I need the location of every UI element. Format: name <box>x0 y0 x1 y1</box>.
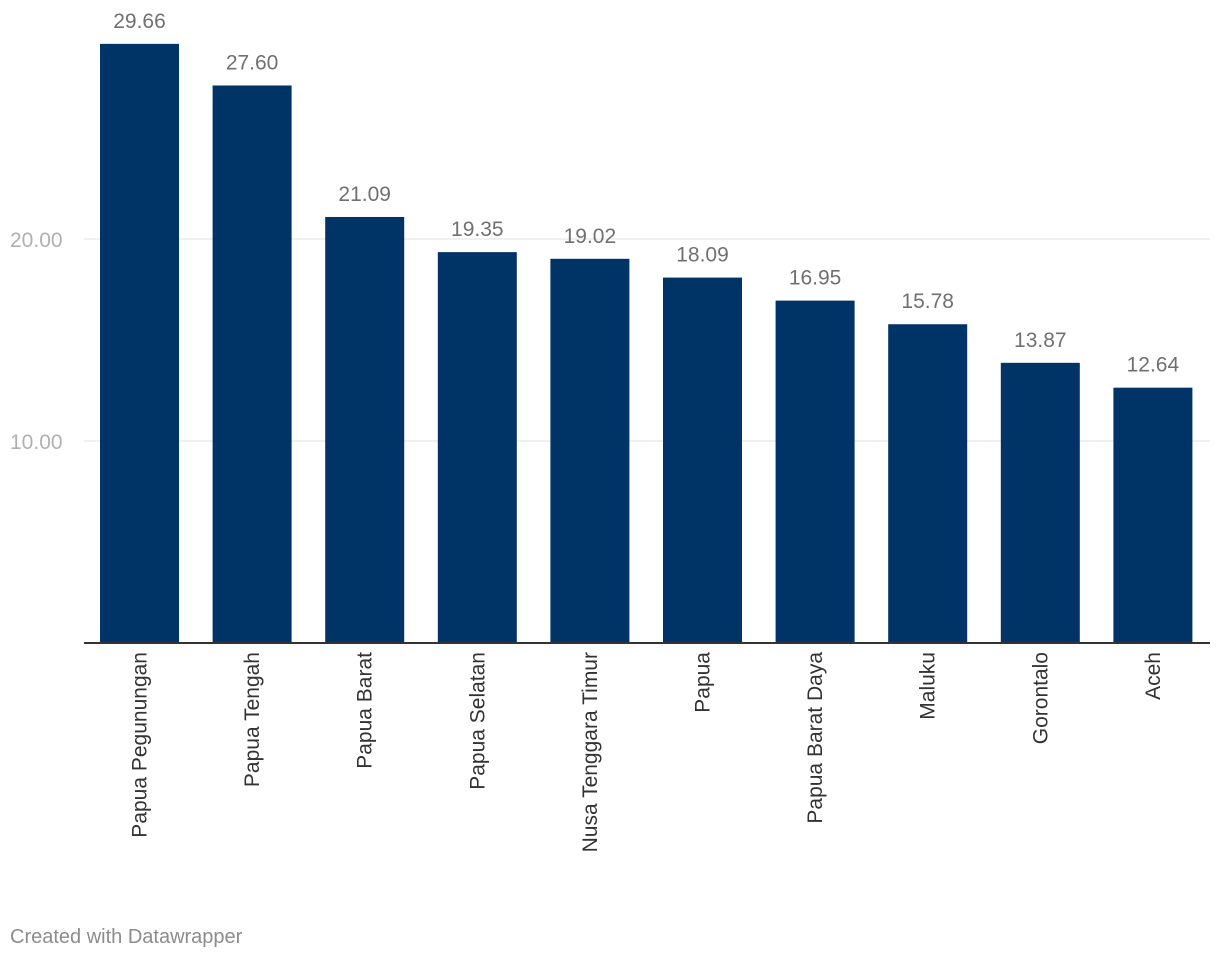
bar <box>100 43 179 644</box>
bar-value-label: 16.95 <box>789 267 842 290</box>
y-tick-label: 10.00 <box>10 431 63 454</box>
bar <box>212 85 292 644</box>
bar-value-label: 12.64 <box>1127 354 1180 377</box>
bar-value-label: 19.02 <box>564 225 617 248</box>
x-axis-category-labels: Papua Pegunungan Papua Tengah Papua Barat P… <box>129 652 1165 853</box>
bar-value-label: 13.87 <box>1014 329 1067 352</box>
x-category-label: Papua Pegunungan <box>129 652 152 838</box>
x-category-label: Papua Selatan <box>466 652 489 790</box>
x-category-label: Papua Barat Daya <box>804 652 827 824</box>
y-axis-tick-labels: 10.00 20.00 <box>10 229 63 454</box>
y-tick-label: 20.00 <box>10 229 63 252</box>
bar-value-label: 15.78 <box>901 290 954 313</box>
bar <box>663 277 742 643</box>
bar-value-label: 19.35 <box>451 218 504 241</box>
bar <box>888 324 968 643</box>
value-labels: 29.66 27.60 21.09 19.35 19.02 18.09 16.95 15.78… <box>113 10 1179 377</box>
bar <box>775 300 855 643</box>
bar <box>437 252 517 643</box>
bar <box>325 216 405 643</box>
bar-value-label: 29.66 <box>113 10 166 33</box>
x-category-label: Maluku <box>917 652 940 720</box>
bar <box>1000 362 1080 643</box>
bar-value-label: 18.09 <box>676 244 729 267</box>
bar <box>550 258 630 643</box>
x-category-label: Nusa Tenggara Timur <box>579 652 602 852</box>
bars <box>100 43 1193 644</box>
x-category-label: Aceh <box>1142 652 1165 700</box>
x-category-label: Papua <box>692 652 715 713</box>
bar <box>1113 387 1193 643</box>
x-category-label: Gorontalo <box>1029 652 1052 744</box>
bar-value-label: 27.60 <box>226 51 279 74</box>
bar-value-label: 21.09 <box>338 183 391 206</box>
x-category-label: Papua Barat <box>354 652 377 769</box>
x-category-label: Papua Tengah <box>241 652 264 787</box>
datawrapper-credit: Created with Datawrapper <box>10 926 243 948</box>
